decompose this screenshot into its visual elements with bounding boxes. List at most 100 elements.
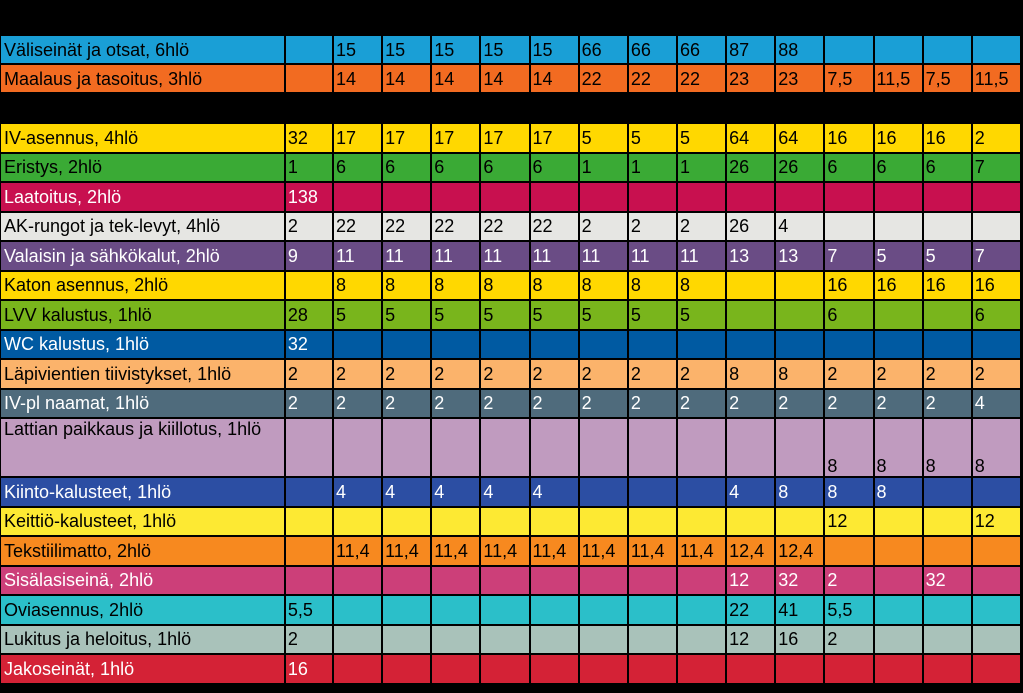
- value-cell: [727, 507, 775, 535]
- value-cell: 12: [727, 625, 775, 653]
- value-cell: [677, 330, 726, 358]
- task-name-cell: Keittiö-kalusteet, 1hlö: [1, 507, 284, 535]
- value-cell: [481, 330, 529, 358]
- table-row: Sisälasiseinä, 2hlö 12 32 2 32: [1, 566, 1020, 594]
- value-cell: [628, 183, 676, 211]
- value-cell: 2: [481, 389, 529, 417]
- value-cell: [333, 655, 382, 683]
- value-cell: 17: [530, 124, 578, 152]
- value-cell: [481, 507, 529, 535]
- value-cell: [874, 655, 922, 683]
- value-cell: [579, 655, 627, 683]
- value-cell: [727, 301, 775, 329]
- value-cell: 8: [776, 478, 824, 506]
- value-cell: [727, 183, 775, 211]
- value-cell: 16: [972, 271, 1020, 299]
- value-cell: [825, 183, 873, 211]
- value-cell: 7,5: [825, 65, 873, 92]
- value-cell: [972, 596, 1020, 624]
- value-cell: [677, 419, 726, 476]
- value-cell: [776, 655, 824, 683]
- value-cell: 16: [825, 124, 873, 152]
- value-cell: 88: [776, 36, 824, 63]
- value-cell: [825, 330, 873, 358]
- task-name-cell: WC kalustus, 1hlö: [1, 330, 284, 358]
- value-cell: 12: [972, 507, 1020, 535]
- value-cell: [874, 212, 922, 240]
- task-name-cell: Tekstiilimatto, 2hlö: [1, 537, 284, 565]
- value-cell: [972, 330, 1020, 358]
- value-cell: 2: [530, 360, 578, 388]
- value-cell: 8: [579, 271, 627, 299]
- value-cell: [383, 419, 431, 476]
- value-cell: 87: [727, 36, 775, 63]
- value-cell: [285, 478, 332, 506]
- value-cell: [972, 566, 1020, 594]
- value-cell: 8: [481, 271, 529, 299]
- value-cell: [481, 625, 529, 653]
- task-name-cell: LVV kalustus, 1hlö: [1, 301, 284, 329]
- value-cell: [727, 655, 775, 683]
- value-cell: [677, 625, 726, 653]
- task-name-cell: IV-pl naamat, 1hlö: [1, 389, 284, 417]
- value-cell: [628, 566, 676, 594]
- value-cell: 14: [481, 65, 529, 92]
- value-cell: [333, 596, 382, 624]
- value-cell: [874, 566, 922, 594]
- value-cell: [285, 537, 332, 565]
- value-cell: [923, 36, 971, 63]
- task-name-cell: Valaisin ja sähkökalut, 2hlö: [1, 242, 284, 270]
- value-cell: [530, 655, 578, 683]
- value-cell: [333, 330, 382, 358]
- value-cell: 11,4: [333, 537, 382, 565]
- value-cell: 2: [923, 389, 971, 417]
- value-cell: [285, 36, 332, 63]
- value-cell: [972, 183, 1020, 211]
- table-row: Tekstiilimatto, 2hlö 11,4 11,4 11,4 11,4 11,4…: [1, 537, 1020, 565]
- value-cell: 6: [825, 153, 873, 181]
- value-cell: [432, 330, 480, 358]
- table-row: Katon asennus, 2hlö 8 8 8 8 8 8 8 8 16 16 16 16: [1, 271, 1020, 299]
- value-cell: 2: [677, 389, 726, 417]
- value-cell: 26: [727, 153, 775, 181]
- value-cell: [530, 183, 578, 211]
- value-cell: 22: [727, 596, 775, 624]
- value-cell: [530, 419, 578, 476]
- value-cell: 2: [481, 360, 529, 388]
- value-cell: 22: [432, 212, 480, 240]
- value-cell: 17: [481, 124, 529, 152]
- value-cell: 23: [727, 65, 775, 92]
- value-cell: 17: [383, 124, 431, 152]
- value-cell: [432, 596, 480, 624]
- value-cell: [677, 596, 726, 624]
- value-cell: 16: [923, 124, 971, 152]
- value-cell: [432, 419, 480, 476]
- value-cell: 16: [285, 655, 332, 683]
- value-cell: 1: [579, 153, 627, 181]
- value-cell: 7: [972, 153, 1020, 181]
- value-cell: 6: [825, 301, 873, 329]
- value-cell: [628, 507, 676, 535]
- task-name-cell: AK-rungot ja tek-levyt, 4hlö: [1, 212, 284, 240]
- value-cell: [383, 183, 431, 211]
- value-cell: 2: [972, 124, 1020, 152]
- value-cell: 2: [285, 625, 332, 653]
- value-cell: 32: [285, 124, 332, 152]
- value-cell: [481, 566, 529, 594]
- value-cell: 2: [285, 360, 332, 388]
- value-cell: 22: [579, 65, 627, 92]
- value-cell: [923, 478, 971, 506]
- value-cell: 11: [677, 242, 726, 270]
- value-cell: [874, 507, 922, 535]
- value-cell: 4: [481, 478, 529, 506]
- value-cell: [432, 507, 480, 535]
- value-cell: 7,5: [923, 65, 971, 92]
- value-cell: [530, 566, 578, 594]
- value-cell: 2: [628, 212, 676, 240]
- value-cell: 11,4: [530, 537, 578, 565]
- value-cell: 5: [628, 124, 676, 152]
- value-cell: 6: [530, 153, 578, 181]
- value-cell: 2: [285, 212, 332, 240]
- value-cell: [727, 419, 775, 476]
- value-cell: 14: [530, 65, 578, 92]
